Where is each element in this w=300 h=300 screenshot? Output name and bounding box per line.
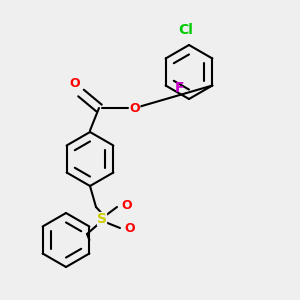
Text: S: S <box>97 212 107 226</box>
Text: O: O <box>122 199 132 212</box>
Text: O: O <box>70 77 80 90</box>
Text: F: F <box>175 82 184 95</box>
Text: Cl: Cl <box>178 23 194 38</box>
Text: O: O <box>130 101 140 115</box>
Text: O: O <box>124 221 135 235</box>
